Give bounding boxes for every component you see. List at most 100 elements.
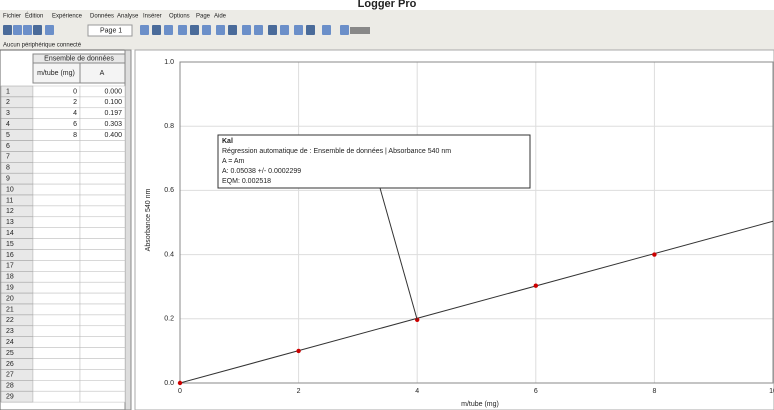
toolbar-button[interactable] [140,25,149,35]
row-number: 10 [6,186,14,193]
toolbar-button[interactable] [254,25,263,35]
data-point [296,349,300,353]
x-tick-label: 4 [415,388,419,395]
toolbar-button[interactable] [216,25,225,35]
column-title: m/tube (mg) [37,70,75,77]
cell [33,228,80,239]
cell-value: 0.400 [104,132,122,139]
toolbar-button[interactable] [322,25,331,35]
toolbar-button[interactable] [242,25,251,35]
annotation-text: Régression automatique de : Ensemble de … [222,148,451,155]
x-tick-label: 6 [534,388,538,395]
y-axis-label: Absorbance 540 nm [145,189,152,252]
cell [33,282,80,293]
menu-item[interactable]: Aide [214,14,227,20]
window-title: Logger Pro [358,0,417,10]
menu-item[interactable]: Insérer [143,14,162,20]
toolbar-button[interactable] [164,25,173,35]
toolbar-button[interactable] [13,25,22,35]
menu-item[interactable]: Options [169,14,190,20]
menu-item[interactable]: Fichier [3,14,21,20]
cell-value: 6 [73,121,77,128]
cell-value: 8 [73,132,77,139]
data-point [652,252,656,256]
menu-item[interactable]: Édition [25,13,43,20]
toolbar-button[interactable] [280,25,289,35]
row-number: 15 [6,241,14,248]
cell [33,184,80,195]
toolbar-button[interactable] [228,25,237,35]
cell [80,173,125,184]
menu-item[interactable]: Analyse [117,14,139,20]
row-number: 24 [6,339,14,346]
cell-value: 0.197 [104,110,122,117]
cell [33,217,80,228]
cell [33,369,80,380]
toolbar-button[interactable] [306,25,315,35]
row-number: 27 [6,372,14,379]
x-tick-label: 8 [652,388,656,395]
cell-value: 0.303 [104,121,122,128]
cell [33,337,80,348]
cell [33,173,80,184]
row-number: 22 [6,317,14,324]
row-number: 6 [6,143,10,150]
cell [80,151,125,162]
menu-item[interactable]: Expérience [52,14,83,20]
cell [80,391,125,402]
cell [33,239,80,250]
toolbar-button[interactable] [350,27,370,34]
row-number: 19 [6,284,14,291]
data-point [178,381,182,385]
cell-value: 0.000 [104,88,122,95]
row-number: 29 [6,393,14,400]
row-number: 4 [6,121,10,128]
menu-item[interactable]: Données [90,14,114,20]
cell [80,326,125,337]
cell [80,217,125,228]
cell [80,348,125,359]
row-number: 3 [6,110,10,117]
cell [80,250,125,261]
toolbar-button[interactable] [178,25,187,35]
toolbar-button[interactable] [202,25,211,35]
cell [80,293,125,304]
annotation-text: EQM: 0.002518 [222,178,271,185]
menu-item[interactable]: Page [196,14,211,20]
toolbar-button[interactable] [33,25,42,35]
app-window: Logger Pro Page 1 Aucun périphérique con… [0,0,774,410]
annotation-text: Kal [222,138,233,145]
scrollbar[interactable] [125,50,131,410]
graph-panel [135,50,774,410]
toolbar-button[interactable] [3,25,12,35]
y-tick-label: 0.2 [164,316,174,323]
cell [80,304,125,315]
annotation-text: A: 0.05038 +/- 0.0002299 [222,168,301,175]
cell [33,206,80,217]
cell [33,380,80,391]
row-number: 11 [6,197,13,204]
cell-value: 2 [73,99,77,106]
toolbar-button[interactable] [340,25,349,35]
cell [80,359,125,370]
row-number: 25 [6,350,14,357]
cell [80,239,125,250]
cell [33,391,80,402]
toolbar-button[interactable] [190,25,199,35]
cell [33,271,80,282]
row-number: 2 [6,99,10,106]
cell [33,348,80,359]
toolbar-button[interactable] [23,25,32,35]
row-number: 12 [6,208,14,215]
row-number: 23 [6,328,14,335]
toolbar-button[interactable] [152,25,161,35]
y-tick-label: 1.0 [164,59,174,66]
cell-value: 0 [73,88,77,95]
y-tick-label: 0.4 [164,251,174,258]
toolbar-button[interactable] [294,25,303,35]
toolbar-button[interactable] [268,25,277,35]
status: Aucun périphérique connecté [3,43,82,49]
toolbar-button[interactable] [45,25,54,35]
row-number: 8 [6,165,10,172]
cell [33,304,80,315]
